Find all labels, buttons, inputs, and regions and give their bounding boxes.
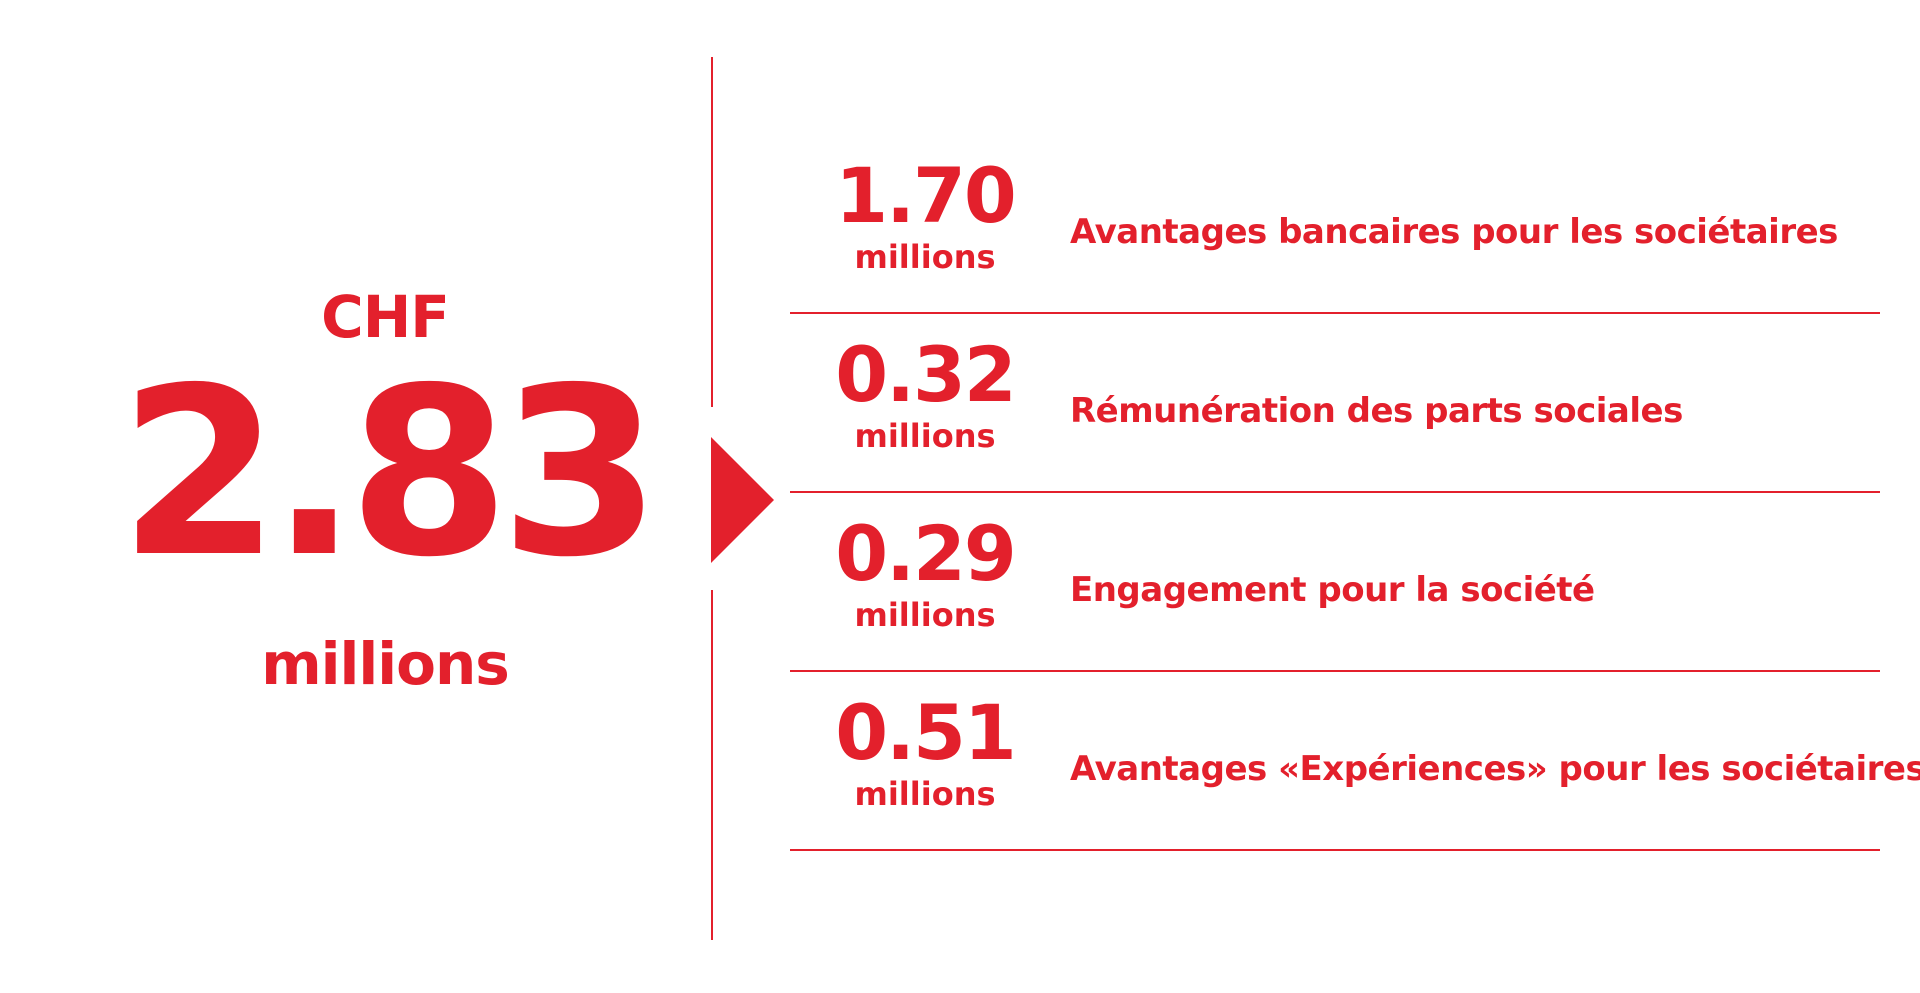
total-currency: CHF xyxy=(321,283,450,351)
breakdown-value: 0.29 xyxy=(835,509,1017,598)
breakdown-value: 0.32 xyxy=(835,330,1017,419)
breakdown-row-society-commitment: 0.29 millions Engagement pour la société xyxy=(790,493,1880,672)
breakdown-label: Rémunération des parts sociales xyxy=(1070,391,1683,431)
breakdown-value: 0.51 xyxy=(835,688,1017,777)
breakdown-unit: millions xyxy=(854,238,996,276)
triangle-right-icon xyxy=(711,437,774,563)
total-unit: millions xyxy=(261,630,510,698)
breakdown-unit: millions xyxy=(854,417,996,455)
breakdown-row-experience-benefits: 0.51 millions Avantages «Expériences» po… xyxy=(790,672,1920,851)
breakdown-value: 1.70 xyxy=(835,151,1017,240)
breakdown-unit: millions xyxy=(854,775,996,813)
breakdown-label: Avantages bancaires pour les sociétaires xyxy=(1070,212,1838,252)
vertical-divider-top xyxy=(711,57,713,407)
breakdown-label: Avantages «Expériences» pour les sociéta… xyxy=(1070,749,1920,789)
breakdown-row-share-remuneration: 0.32 millions Rémunération des parts soc… xyxy=(790,314,1880,493)
breakdown-list: 1.70 millions Avantages bancaires pour l… xyxy=(790,135,1920,851)
breakdown-row-banking-benefits: 1.70 millions Avantages bancaires pour l… xyxy=(790,135,1880,314)
total-summary: CHF 2.83 millions xyxy=(100,0,670,993)
total-amount: 2.83 xyxy=(118,338,661,608)
vertical-divider-bottom xyxy=(711,590,713,940)
breakdown-label: Engagement pour la société xyxy=(1070,570,1595,610)
breakdown-unit: millions xyxy=(854,596,996,634)
